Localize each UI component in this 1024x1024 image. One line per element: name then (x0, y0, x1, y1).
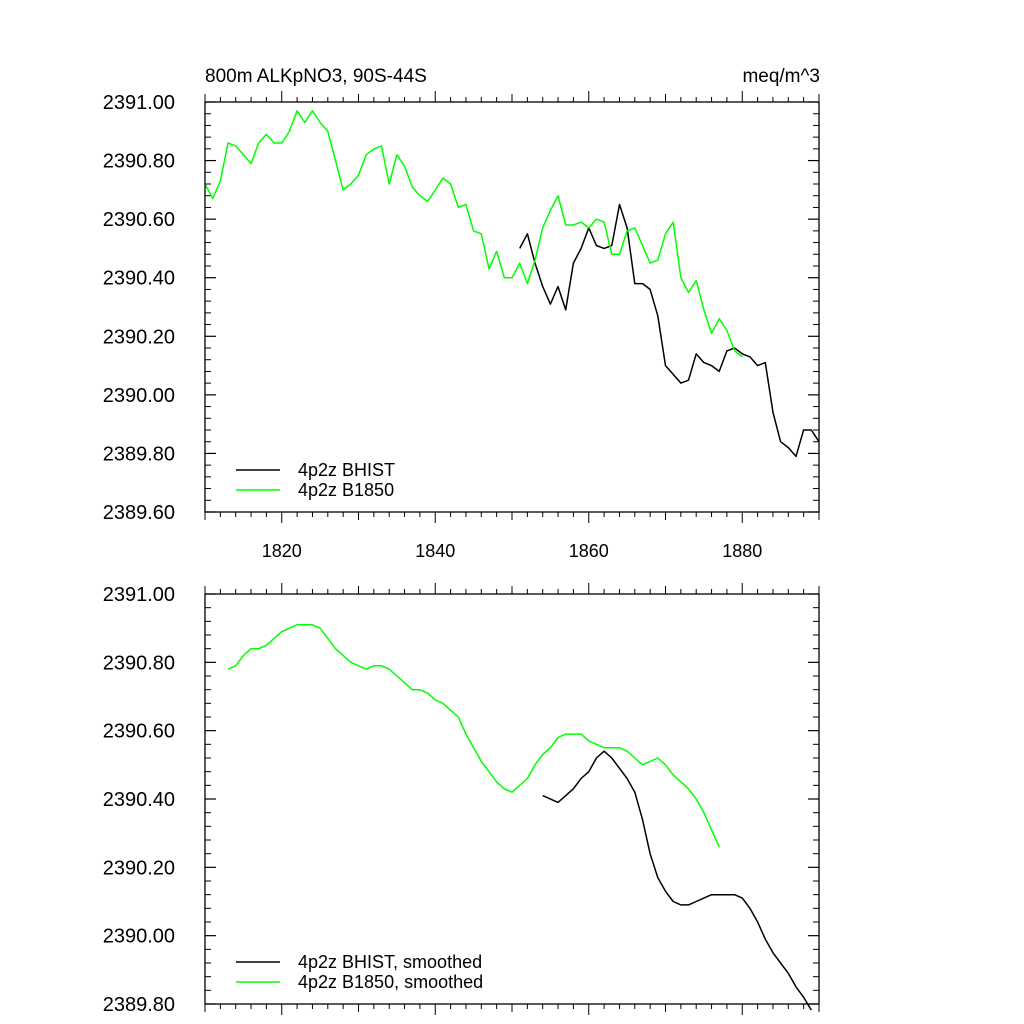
series-group (227, 624, 812, 1011)
y-tick-label: 2390.80 (103, 151, 175, 173)
series-group (204, 110, 820, 458)
y-tick-label: 2391.00 (103, 92, 175, 114)
y-tick-label: 2390.00 (103, 385, 175, 407)
legend-label-b1850: 4p2z B1850 (298, 480, 394, 500)
units-label: meq/m^3 (742, 66, 820, 87)
legend-label-bhist-smoothed: 4p2z BHIST, smoothed (298, 952, 482, 972)
y-tick-label: 2389.80 (103, 994, 175, 1016)
y-ticks: 2389.80 2390.00 2390.20 2390.40 2390.60 2390.… (103, 584, 819, 1016)
x-ticks: 1820 1840 1860 1880 (204, 91, 820, 561)
y-tick-label: 2390.40 (103, 789, 175, 811)
bottom-panel: 2389.80 2390.00 2390.20 2390.40 2390.60 2390.… (103, 583, 820, 1016)
y-tick-label: 2390.60 (103, 209, 175, 231)
y-tick-label: 2390.00 (103, 926, 175, 948)
y-tick-label: 2391.00 (103, 584, 175, 606)
x-tick-label: 1860 (569, 541, 609, 561)
series-line-b1850 (227, 624, 720, 848)
y-tick-label: 2390.60 (103, 721, 175, 743)
legend-label-b1850-smoothed: 4p2z B1850, smoothed (298, 972, 483, 992)
legend-label-bhist: 4p2z BHIST (298, 460, 395, 480)
y-tick-label: 2389.80 (103, 443, 175, 465)
top-panel: 800m ALKpNO3, 90S-44S meq/m^3 2389.60238… (103, 66, 820, 561)
x-tick-label: 1840 (415, 541, 455, 561)
legend: 4p2z BHIST 4p2z B1850 (236, 460, 395, 500)
series-line-b1850 (204, 110, 743, 358)
x-ticks (204, 583, 820, 1015)
legend: 4p2z BHIST, smoothed 4p2z B1850, smoothe… (236, 952, 483, 992)
y-tick-label: 2390.40 (103, 268, 175, 290)
y-ticks: 2389.60 2389.80 2390.00 2390.20 2390.40 2390.… (103, 92, 819, 524)
plot-frame (204, 101, 820, 513)
plot-frame (204, 593, 820, 1005)
y-tick-label: 2390.80 (103, 652, 175, 674)
y-tick-label: 2390.20 (103, 857, 175, 879)
chart-title: 800m ALKpNO3, 90S-44S (205, 66, 427, 87)
y-tick-label: 2389.60 (103, 502, 175, 524)
y-tick-label: 2390.20 (103, 326, 175, 348)
x-tick-label: 1820 (262, 541, 302, 561)
series-line-bhist (542, 750, 812, 1011)
x-tick-label: 1880 (722, 541, 762, 561)
series-line-bhist (519, 203, 820, 458)
